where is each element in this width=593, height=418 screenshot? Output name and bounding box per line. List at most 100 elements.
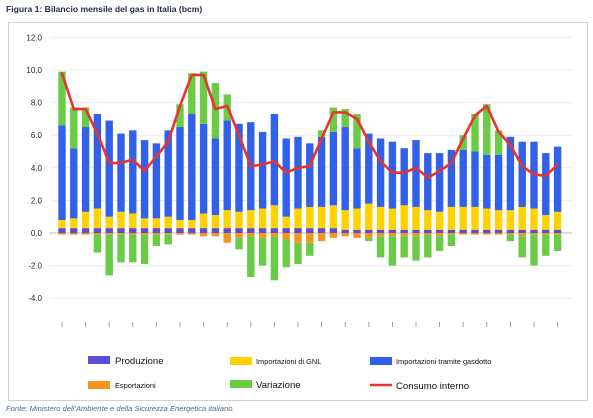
bar-variazione [282,239,290,268]
bar-gasdotto [223,120,231,211]
bar-variazione [247,236,255,278]
bar-variazione [140,234,149,264]
bar-gasdotto [81,127,90,212]
y-tick-label: 2.0 [31,196,43,205]
bar-esportazioni [353,233,361,238]
point-consumo-interno [238,134,240,137]
bar-gasdotto [270,114,279,206]
legend-label-variazione: Variazione [256,380,301,391]
bar-esportazioni [306,233,314,243]
bar-produzione [412,229,420,233]
point-consumo-interno [332,111,335,114]
bar-variazione [400,236,408,258]
bar-gnl [471,206,479,230]
bar-gnl [282,216,290,229]
bar-gnl [435,211,444,230]
bar-variazione [553,234,562,251]
bar-gasdotto [412,140,420,207]
point-consumo-interno [497,131,500,133]
x-axis-tick-marks [61,322,558,327]
bar-gasdotto [117,133,125,212]
point-consumo-interno [356,118,358,120]
bar-variazione [365,237,373,242]
bar-produzione [235,228,243,233]
bar-produzione [542,229,550,233]
bar-variazione [329,107,338,132]
point-consumo-interno [379,160,382,163]
bar-gasdotto [506,136,515,211]
bar-esportazioni [483,233,491,235]
bar-variazione [258,237,267,266]
point-consumo-interno [438,170,441,172]
bar-esportazioni [530,233,538,235]
point-consumo-interno [320,137,323,140]
bar-esportazioni [117,233,125,235]
bar-variazione [235,237,243,250]
bar-gasdotto [424,153,432,211]
bar-produzione [129,228,137,233]
point-consumo-interno [533,173,535,176]
legend: Produzione Importazioni di GNL Importazi… [88,356,491,392]
bar-produzione [294,228,302,233]
bar-esportazioni [188,233,196,235]
bar-gnl [247,210,255,229]
bar-produzione [270,228,279,233]
point-consumo-interno [108,162,111,164]
legend-label-gnl: Importazioni di GNL [256,357,321,366]
bar-esportazioni [235,233,243,238]
bar-produzione [306,228,314,233]
y-tick-label: 8.0 [31,99,43,108]
bar-gnl [81,211,90,229]
bar-gasdotto [518,141,526,207]
bar-produzione [317,228,326,233]
bar-produzione [435,229,444,233]
bar-produzione [188,228,196,233]
point-consumo-interno [308,165,311,168]
bar-esportazioni [317,233,326,242]
point-consumo-interno [391,171,394,174]
bar-variazione [70,107,78,149]
bar-gnl [105,216,113,229]
legend-label-consumo-interno: Consumo interno [396,381,469,392]
bar-gasdotto [258,131,267,209]
bar-gasdotto [365,133,373,204]
bar-esportazioni [164,233,172,235]
bar-gnl [447,206,456,230]
bar-gnl [388,208,397,230]
bar-esportazioni [247,233,255,237]
bar-variazione [152,234,161,247]
point-consumo-interno [426,176,429,179]
bar-gasdotto [294,136,302,209]
bar-variazione [376,236,385,258]
bar-produzione [518,229,526,233]
point-consumo-interno [131,158,134,161]
bar-produzione [365,229,373,233]
bar-variazione [117,234,125,263]
bar-produzione [447,229,456,233]
bar-variazione [294,242,302,264]
bar-esportazioni [388,233,397,237]
legend-label-produzione: Produzione [115,356,164,367]
bar-produzione [152,228,161,233]
point-consumo-interno [521,165,524,168]
bar-variazione [270,236,279,281]
bar-gasdotto [199,123,208,214]
bar-gnl [58,219,66,229]
bar-produzione [494,229,503,233]
y-axis-tick-labels: 12.0 10.0 8.0 6.0 4.0 2.0 0.0 -2.0 -4.0 [26,33,42,303]
bar-variazione [176,104,184,128]
bar-gnl [294,208,302,229]
point-consumo-interno [556,163,559,166]
bar-esportazioni [365,233,373,238]
bar-variazione [353,114,361,149]
bar-variazione [412,236,420,261]
bar-gnl [129,213,137,229]
bar-gnl [353,208,361,230]
point-consumo-interno [214,108,217,111]
bar-variazione [164,234,172,245]
point-consumo-interno [96,132,99,135]
bar-gnl [341,210,349,230]
bar-gnl [329,205,338,229]
bar-produzione [70,228,78,233]
